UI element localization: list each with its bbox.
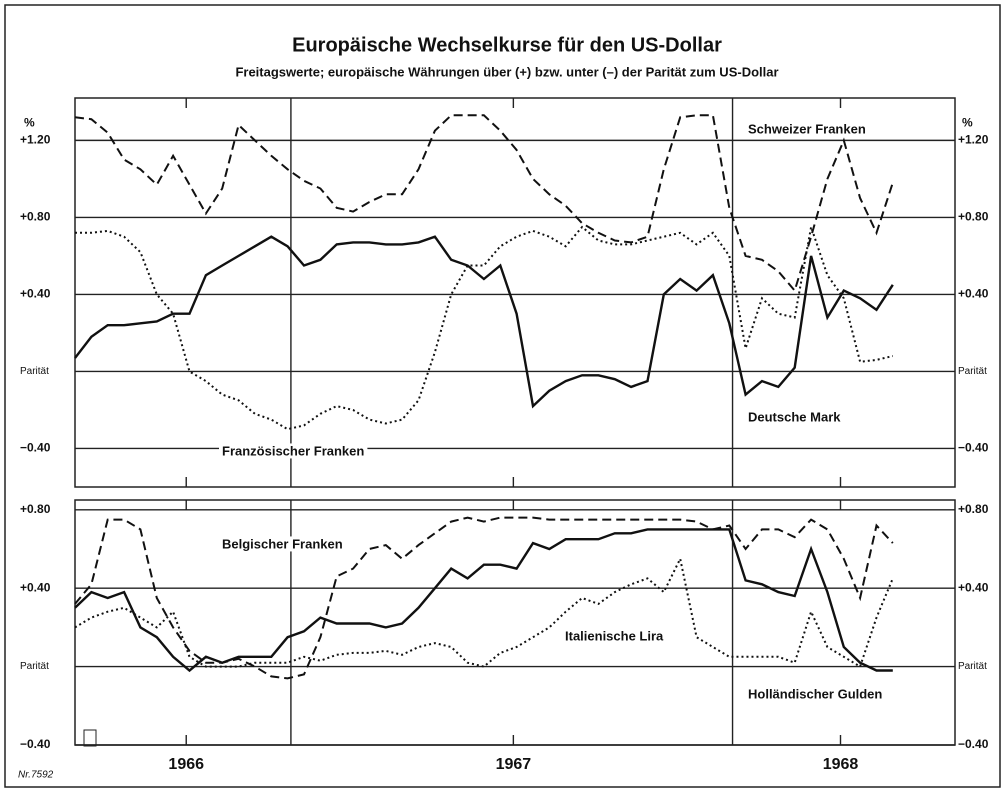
y-tick-label-right: +0.80 [958,502,989,516]
label-bg [745,121,869,137]
y-tick-label-right: −0.40 [958,441,989,455]
plot-frame [74,97,956,488]
series-label: Französischer Franken [222,443,364,458]
label-bg [745,686,886,702]
y-tick-label-right: −0.40 [958,737,989,751]
x-tick-label: 1968 [823,756,859,773]
y-tick-label-right: +0.80 [958,210,989,224]
series-line [74,555,894,669]
logo [83,729,97,747]
series-line [75,223,894,431]
series-label: Holländischer Gulden [748,686,882,701]
y-tick-label: Parität [20,661,49,672]
y-tick-label: +0.80 [20,502,51,516]
y-tick-label-right: +0.40 [958,580,989,594]
series-line [74,114,894,293]
y-tick-label: +0.40 [20,580,51,594]
y-tick-label: +0.40 [20,287,51,301]
series-label: Italienische Lira [565,628,664,643]
y-tick-label: Parität [20,366,49,377]
y-tick-label: +0.80 [20,210,51,224]
footnote: Nr.7592 [18,770,54,781]
chart-subtitle: Freitagswerte; europäische Währungen übe… [235,64,778,79]
series-line [74,235,894,409]
y-tick-label-right: Parität [958,661,987,672]
label-bg [219,443,368,459]
series-label: Belgischer Franken [222,536,343,551]
y-tick-label: −0.40 [20,441,51,455]
y-tick-label-right: +0.40 [958,287,989,301]
y-axis-label-right: % [962,116,973,130]
label-bg [745,409,845,425]
series-line [74,528,893,673]
x-tick-label: 1967 [496,756,532,773]
chart-title: Europäische Wechselkurse für den US-Doll… [292,34,722,56]
series-label: Deutsche Mark [748,409,841,424]
label-bg [219,536,346,552]
series-label: Schweizer Franken [748,121,866,136]
frame [4,4,1001,788]
y-tick-label: −0.40 [20,737,51,751]
label-bg [562,628,668,644]
y-axis-label: % [24,116,35,130]
plot-frame [74,499,956,746]
x-tick-label: 1966 [168,756,204,773]
y-tick-label-right: +1.20 [958,133,989,147]
y-tick-label: +1.20 [20,133,51,147]
series-line [74,516,894,680]
y-tick-label-right: Parität [958,366,987,377]
